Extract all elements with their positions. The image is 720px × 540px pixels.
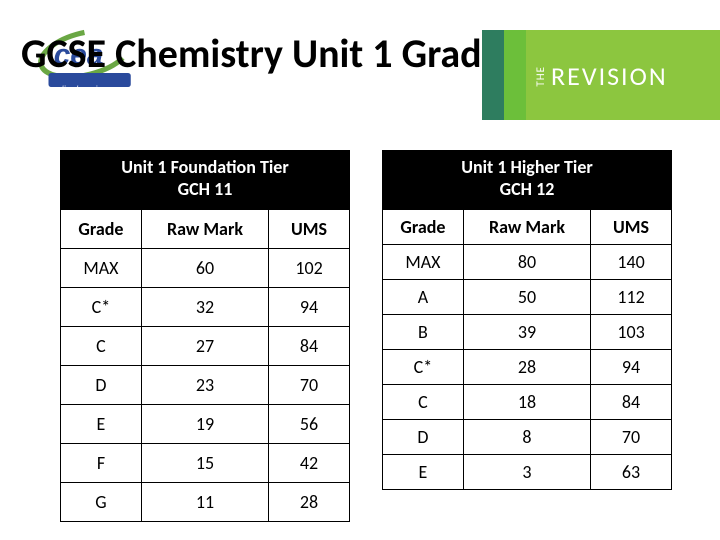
col-raw: Raw Mark <box>141 210 268 249</box>
table-row: D2370 <box>61 366 350 405</box>
table-row: G1128 <box>61 483 350 522</box>
foundation-table: Grade Raw Mark UMS MAX60102 C*3294 C2784… <box>60 209 350 522</box>
table-row: C2784 <box>61 327 350 366</box>
table-row: A50112 <box>383 280 672 315</box>
table-row: C*3294 <box>61 288 350 327</box>
higher-title-line1: Unit 1 Higher Tier <box>461 156 593 178</box>
col-grade: Grade <box>61 210 142 249</box>
table-row: F1542 <box>61 444 350 483</box>
revision-the: THE <box>534 66 547 87</box>
foundation-table-block: Unit 1 Foundation Tier GCH 11 Grade Raw … <box>60 150 350 522</box>
logo-tagline: Rewarding Learning <box>38 84 106 94</box>
higher-table: Grade Raw Mark UMS MAX80140 A50112 B3910… <box>382 209 672 490</box>
col-ums: UMS <box>591 210 672 245</box>
table-header-row: Grade Raw Mark UMS <box>61 210 350 249</box>
foundation-title-line2: GCH 11 <box>178 178 233 200</box>
table-row: C1884 <box>383 385 672 420</box>
revision-banner: THE REVISION <box>482 30 720 120</box>
table-row: E1956 <box>61 405 350 444</box>
revision-text: THE REVISION <box>534 60 668 92</box>
stripe-3: THE REVISION <box>526 30 720 120</box>
table-row: C*2894 <box>383 350 672 385</box>
table-header-row: Grade Raw Mark UMS <box>383 210 672 245</box>
tables-container: Unit 1 Foundation Tier GCH 11 Grade Raw … <box>60 150 672 522</box>
higher-title: Unit 1 Higher Tier GCH 12 <box>382 150 672 209</box>
table-row: E363 <box>383 455 672 490</box>
table-row: D870 <box>383 420 672 455</box>
foundation-title-line1: Unit 1 Foundation Tier <box>121 156 288 178</box>
revision-word: REVISION <box>551 60 668 92</box>
col-ums: UMS <box>269 210 350 249</box>
col-raw: Raw Mark <box>463 210 590 245</box>
table-row: MAX60102 <box>61 249 350 288</box>
higher-title-line2: GCH 12 <box>500 178 555 200</box>
stripe-2 <box>504 30 526 120</box>
table-row: B39103 <box>383 315 672 350</box>
table-row: MAX80140 <box>383 245 672 280</box>
col-grade: Grade <box>383 210 464 245</box>
foundation-title: Unit 1 Foundation Tier GCH 11 <box>60 150 350 209</box>
stripe-1 <box>482 30 504 120</box>
higher-table-block: Unit 1 Higher Tier GCH 12 Grade Raw Mark… <box>382 150 672 522</box>
